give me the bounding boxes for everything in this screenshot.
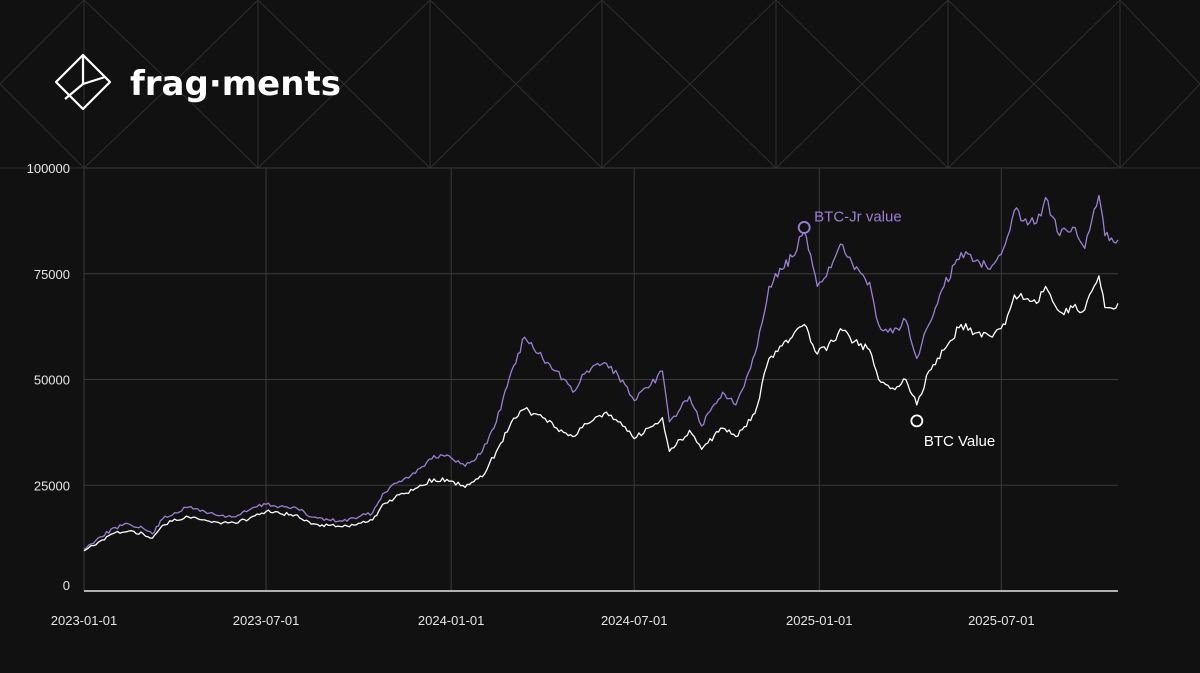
annotation-marker <box>910 414 924 428</box>
x-tick-label: 2023-01-01 <box>51 613 118 628</box>
x-tick-label: 2025-07-01 <box>968 613 1035 628</box>
brand-diamond-icon <box>54 53 112 111</box>
x-tick-label: 2025-01-01 <box>786 613 853 628</box>
y-tick-label: 25000 <box>34 478 70 493</box>
brand-name: frag·ments <box>130 64 341 104</box>
annotation-label: BTC Value <box>924 433 995 450</box>
chart-grid <box>83 167 1118 591</box>
y-tick-label: 75000 <box>34 267 70 282</box>
y-tick-label: 50000 <box>34 373 70 388</box>
chart-annotations: BTC-Jr value BTC Value <box>797 208 995 450</box>
series-line-btc-jr <box>83 194 1119 551</box>
chart-axes: 0 25000 50000 75000 100000 2023-01-01 2023-07-… <box>27 161 1118 628</box>
x-tick-label: 2023-07-01 <box>233 613 300 628</box>
brand-logo: frag·ments <box>54 53 341 111</box>
x-tick-label: 2024-07-01 <box>601 613 668 628</box>
annotation-marker <box>797 221 811 234</box>
chart-series <box>83 194 1119 552</box>
y-tick-label: 0 <box>63 578 70 593</box>
lattice-diagonals <box>0 0 1200 85</box>
x-tick-label: 2024-01-01 <box>418 613 485 628</box>
y-tick-label: 100000 <box>27 161 70 176</box>
series-line-btc <box>83 275 1119 552</box>
annotation-label: BTC-Jr value <box>814 208 902 225</box>
